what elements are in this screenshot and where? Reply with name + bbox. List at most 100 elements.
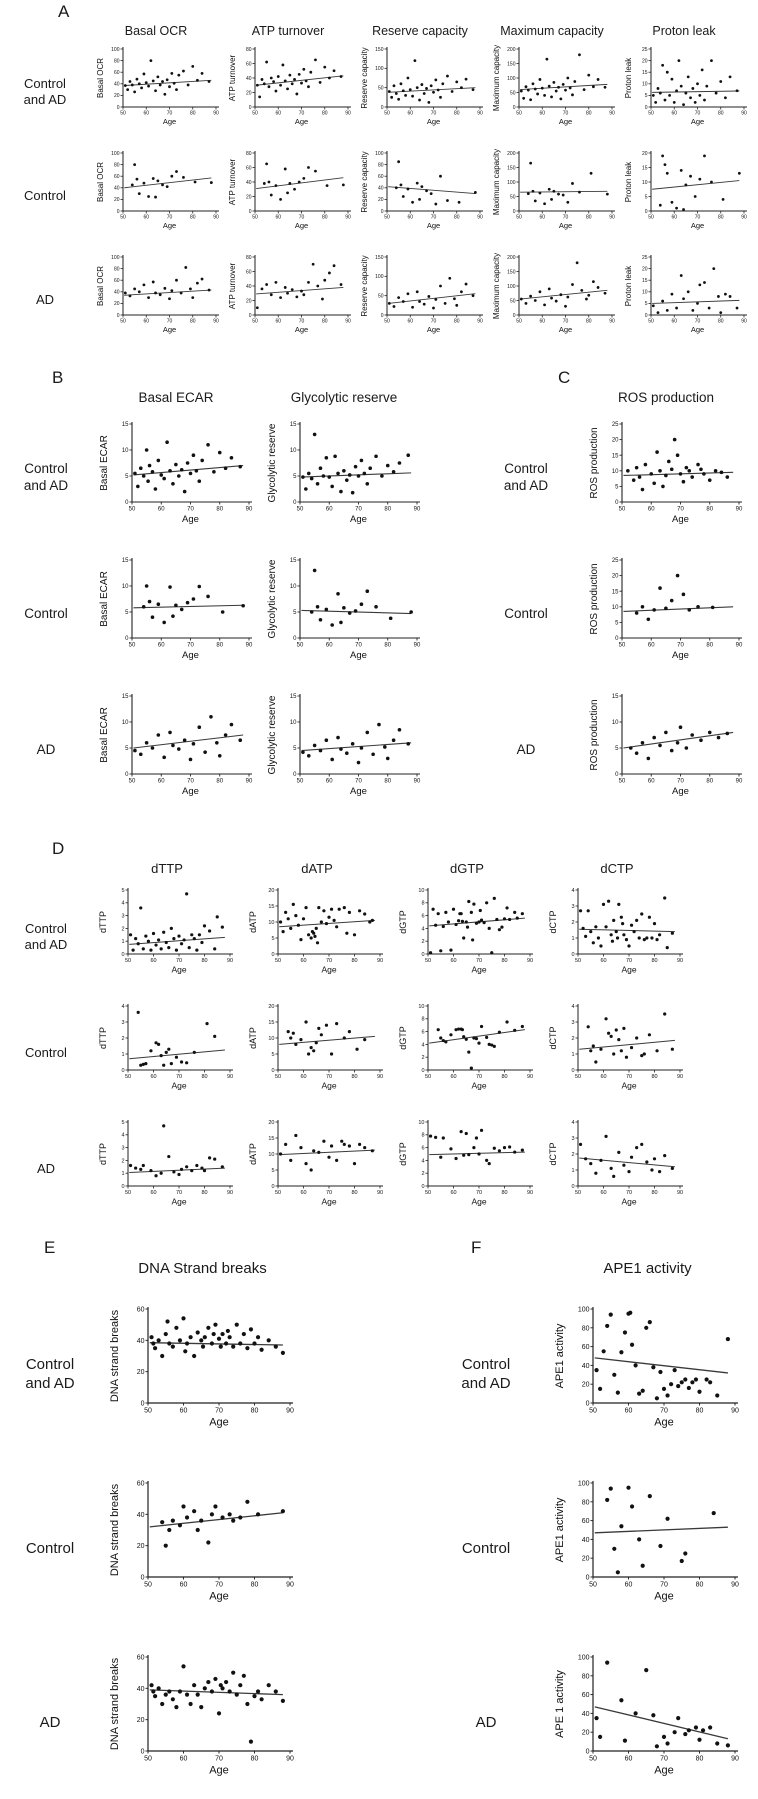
axes — [254, 255, 351, 316]
svg-text:70: 70 — [215, 1408, 223, 1415]
scatter-plot: 0 20 40 60 80 50 60 70 80 90 ATP turnover Age — [228, 255, 351, 334]
svg-text:50: 50 — [425, 958, 431, 964]
plot-A-reserve-capacity-ad: 0 50 100 150 50 60 70 80 90 Reserve capacity Age — [354, 250, 486, 350]
svg-text:60: 60 — [326, 507, 333, 513]
y-ticks: 0 5 10 15 — [122, 422, 132, 506]
svg-text:80: 80 — [718, 111, 724, 117]
x-ticks: 50 60 70 80 90 — [252, 107, 351, 117]
svg-text:90: 90 — [286, 1756, 294, 1763]
svg-text:20: 20 — [582, 1730, 590, 1737]
y-ticks: 0 50 100 150 — [375, 255, 387, 319]
svg-text:50: 50 — [252, 111, 258, 117]
svg-text:60: 60 — [407, 319, 413, 325]
svg-text:20: 20 — [612, 438, 619, 444]
svg-text:10: 10 — [642, 290, 648, 296]
y-axis-label: Basal ECAR — [99, 707, 110, 763]
y-ticks: 0 5 10 15 20 25 — [642, 47, 651, 111]
column-title: dCTP — [600, 861, 634, 876]
svg-text:0: 0 — [249, 313, 252, 319]
row-label-control: Control — [24, 605, 68, 621]
svg-text:40: 40 — [246, 180, 252, 186]
svg-text:15: 15 — [290, 558, 297, 564]
svg-text:90: 90 — [345, 319, 351, 325]
svg-text:5: 5 — [293, 746, 297, 752]
y-ticks: 0 20 40 60 — [137, 1306, 148, 1407]
svg-text:20: 20 — [582, 1382, 590, 1389]
svg-text:10: 10 — [290, 584, 297, 590]
axes — [427, 888, 533, 955]
svg-text:20: 20 — [137, 1369, 145, 1376]
svg-text:70: 70 — [187, 779, 194, 785]
axes — [122, 255, 219, 316]
axes — [427, 1004, 533, 1071]
trend-line — [652, 299, 740, 304]
x-axis-label: Age — [171, 1081, 186, 1091]
svg-text:50: 50 — [144, 1408, 152, 1415]
row-label-ad: AD — [39, 1713, 61, 1731]
svg-text:90: 90 — [736, 507, 743, 513]
data-points — [149, 1316, 285, 1359]
svg-text:60: 60 — [300, 1190, 306, 1196]
data-points — [136, 1010, 217, 1067]
data-points — [594, 1660, 730, 1749]
svg-text:10: 10 — [418, 1004, 424, 1010]
scatter-plot: 0 5 10 15 20 25 50 60 70 80 90 Proton leak Age — [624, 255, 747, 334]
svg-text:60: 60 — [143, 215, 149, 221]
svg-text:90: 90 — [227, 1074, 233, 1080]
svg-text:90: 90 — [527, 1074, 533, 1080]
svg-text:4: 4 — [121, 901, 124, 907]
svg-text:60: 60 — [150, 958, 156, 964]
svg-text:4: 4 — [571, 1004, 574, 1010]
svg-text:90: 90 — [741, 319, 747, 325]
svg-text:4: 4 — [571, 1120, 574, 1126]
scatter-plot: 0 5 10 15 20 25 50 60 70 80 90 ROS production Age — [589, 422, 743, 525]
trend-line — [124, 177, 212, 189]
plot-C-ros-production-ad: 0 5 10 15 50 60 70 80 90 ROS production Age — [582, 687, 750, 813]
svg-text:5: 5 — [645, 194, 648, 200]
y-axis-label: dTTP — [98, 911, 108, 933]
plot-D-dctp-control-and-ad: 0 1 2 3 4 50 60 70 80 90 dCTP Age — [542, 882, 692, 992]
svg-text:80: 80 — [586, 319, 592, 325]
svg-text:0: 0 — [141, 1574, 145, 1581]
panel-C: C ROS production Control and AD 0 5 10 15 20 25 5… — [470, 368, 750, 813]
row-label-control-and-ad: Control and AD — [25, 1356, 75, 1392]
trend-line — [388, 293, 476, 304]
row-label-control-and-ad: Control and AD — [23, 75, 67, 107]
svg-text:150: 150 — [507, 165, 516, 171]
plot-B-glycolytic-reserve-ad: 0 5 10 15 50 60 70 80 90 Glycolytic reserve Age — [260, 687, 428, 813]
data-points — [128, 892, 224, 952]
data-points — [160, 1499, 285, 1548]
svg-text:80: 80 — [582, 1325, 590, 1332]
svg-text:1: 1 — [121, 1171, 124, 1177]
svg-text:4: 4 — [121, 1133, 124, 1139]
y-ticks: 0 5 10 15 — [290, 558, 300, 642]
row-label-ad: AD — [35, 291, 55, 307]
svg-text:80: 80 — [190, 215, 196, 221]
svg-text:90: 90 — [227, 958, 233, 964]
svg-text:60: 60 — [625, 1756, 633, 1763]
svg-text:15: 15 — [612, 694, 619, 700]
svg-text:1: 1 — [571, 1052, 574, 1058]
y-axis-label: dTTP — [98, 1143, 108, 1165]
svg-text:60: 60 — [180, 1408, 188, 1415]
x-axis-label: Age — [621, 965, 636, 975]
x-ticks: 50 60 70 80 90 — [297, 502, 421, 513]
svg-text:50: 50 — [252, 319, 258, 325]
axes — [147, 1307, 293, 1404]
y-axis-label: dCTP — [548, 1026, 558, 1049]
y-axis-label: dTTP — [98, 1027, 108, 1049]
axes — [254, 151, 351, 212]
svg-text:80: 80 — [586, 111, 592, 117]
axes — [518, 47, 615, 108]
svg-text:0: 0 — [249, 209, 252, 215]
svg-text:0: 0 — [141, 1748, 145, 1755]
svg-text:70: 70 — [299, 215, 305, 221]
svg-text:0: 0 — [381, 313, 384, 319]
axes — [127, 1004, 233, 1071]
svg-text:0: 0 — [421, 1068, 424, 1074]
x-ticks: 50 60 70 80 90 — [589, 1577, 739, 1589]
svg-text:20: 20 — [246, 90, 252, 96]
svg-text:50: 50 — [510, 90, 516, 96]
